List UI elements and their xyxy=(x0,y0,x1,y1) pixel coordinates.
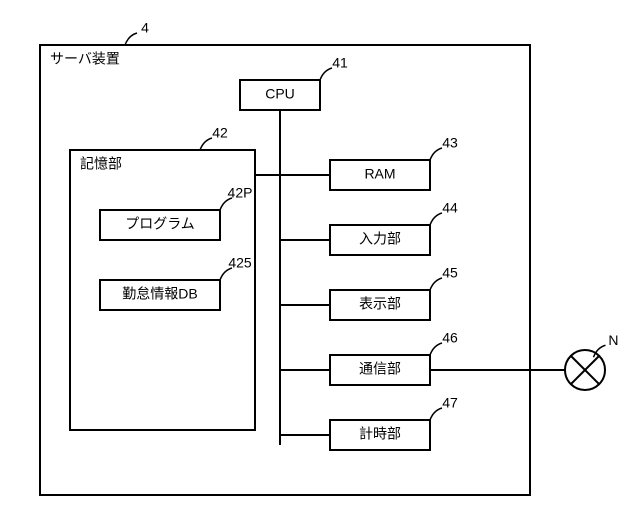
program-ref: 42P xyxy=(228,185,253,201)
cpu-leader xyxy=(320,68,332,80)
server-device-ref: 4 xyxy=(141,20,149,36)
block-diagram: サーバ装置 4 CPU 41 記憶部 42 プログラム 42P 勤怠情報DB 425 RAM 43 入力… xyxy=(0,0,640,527)
input-leader xyxy=(430,213,442,225)
display-ref: 45 xyxy=(442,265,458,281)
program-label: プログラム xyxy=(125,216,195,232)
comm-ref: 46 xyxy=(442,330,458,346)
server-device-label: サーバ装置 xyxy=(50,50,120,66)
db-ref: 425 xyxy=(228,255,252,271)
ram-ref: 43 xyxy=(442,135,458,151)
input-label: 入力部 xyxy=(359,231,401,247)
cpu-ref: 41 xyxy=(332,55,348,71)
ram-label: RAM xyxy=(364,166,395,182)
memory-leader xyxy=(200,138,212,150)
cpu-label: CPU xyxy=(265,86,295,102)
input-ref: 44 xyxy=(442,200,458,216)
timer-ref: 47 xyxy=(442,395,458,411)
comm-leader xyxy=(430,343,442,355)
timer-label: 計時部 xyxy=(359,426,401,442)
timer-leader xyxy=(430,408,442,420)
db-label: 勤怠情報DB xyxy=(122,286,197,302)
memory-ref: 42 xyxy=(212,125,228,141)
memory-label: 記憶部 xyxy=(80,155,122,171)
server-device-leader xyxy=(125,33,137,45)
ram-leader xyxy=(430,148,442,160)
network-ref: N xyxy=(608,332,618,348)
display-leader xyxy=(430,278,442,290)
comm-label: 通信部 xyxy=(359,361,401,377)
display-label: 表示部 xyxy=(359,296,401,312)
